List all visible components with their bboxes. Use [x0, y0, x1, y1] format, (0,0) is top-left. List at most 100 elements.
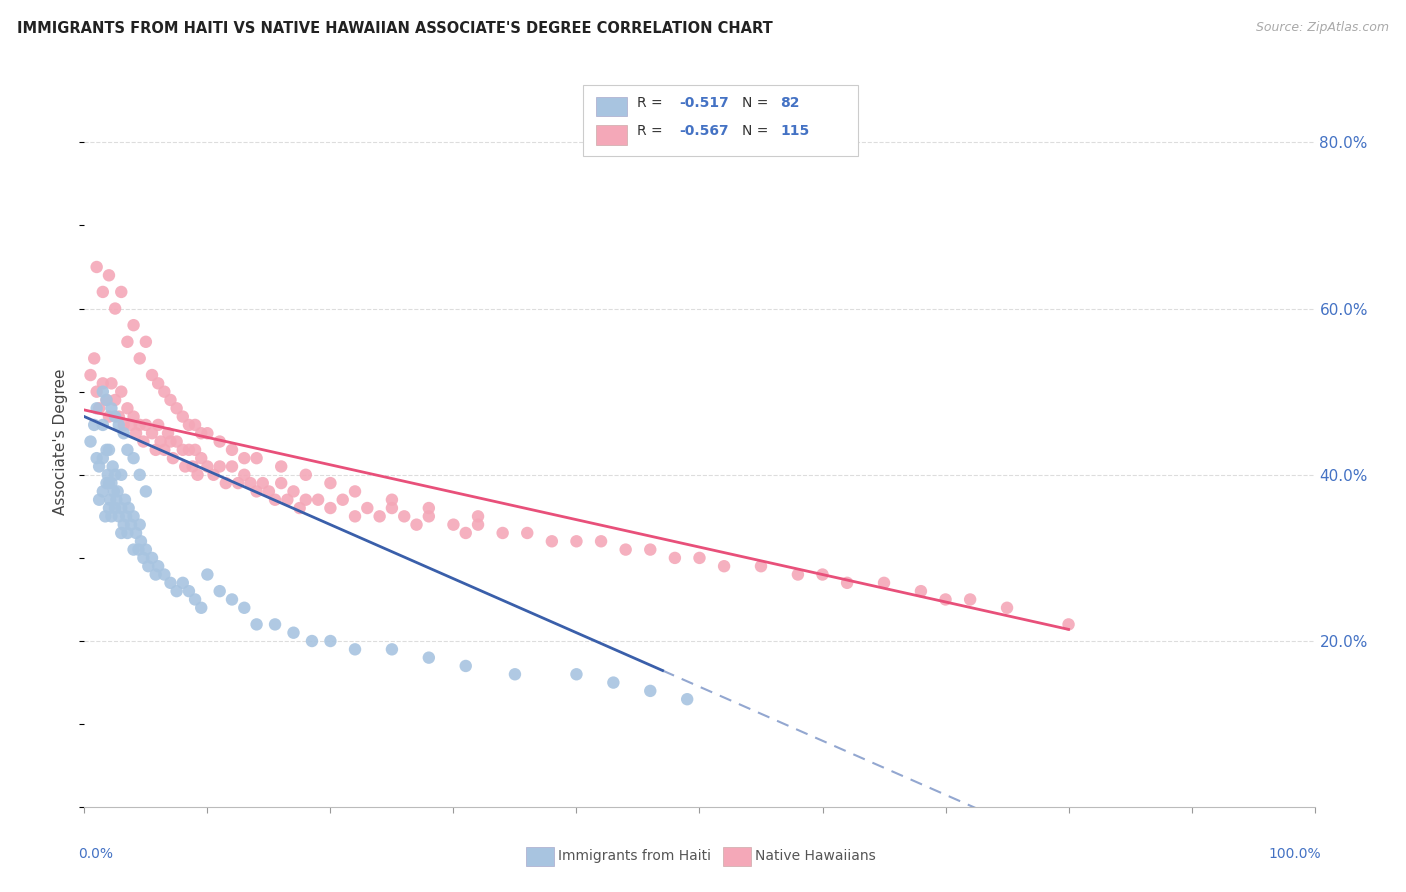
Point: [319, 476, 342, 491]
Point: [138, 559, 160, 574]
Point: [226, 476, 249, 491]
Point: [935, 592, 957, 607]
Point: [91, 384, 114, 399]
Point: [177, 442, 200, 457]
Point: [100, 476, 122, 491]
Point: [246, 484, 269, 499]
Point: [252, 476, 274, 491]
Y-axis label: Associate's Degree: Associate's Degree: [53, 368, 69, 515]
Point: [104, 301, 127, 316]
Text: 82: 82: [780, 95, 800, 110]
Point: [172, 442, 194, 457]
Point: [344, 509, 367, 524]
Point: [98, 492, 121, 507]
Point: [270, 476, 292, 491]
Point: [98, 409, 120, 424]
Point: [233, 600, 256, 615]
Point: [98, 442, 120, 457]
Text: IMMIGRANTS FROM HAITI VS NATIVE HAWAIIAN ASSOCIATE'S DEGREE CORRELATION CHART: IMMIGRANTS FROM HAITI VS NATIVE HAWAIIAN…: [17, 21, 773, 37]
Point: [288, 501, 311, 516]
Point: [221, 442, 243, 457]
Point: [108, 509, 131, 524]
Point: [910, 584, 932, 599]
Point: [172, 575, 194, 590]
Point: [405, 517, 427, 532]
Point: [104, 392, 127, 407]
Point: [110, 467, 132, 482]
Point: [135, 484, 157, 499]
Point: [811, 567, 834, 582]
Text: -0.567: -0.567: [679, 124, 728, 138]
Point: [368, 509, 391, 524]
Point: [381, 492, 404, 507]
Point: [100, 376, 122, 391]
Point: [110, 384, 132, 399]
Point: [344, 642, 367, 657]
Point: [418, 509, 440, 524]
Point: [454, 525, 477, 540]
Point: [107, 484, 129, 499]
Point: [87, 401, 111, 416]
Point: [181, 459, 204, 474]
Point: [83, 417, 105, 432]
Point: [202, 467, 225, 482]
Point: [98, 476, 120, 491]
Point: [190, 451, 212, 466]
Point: [159, 434, 181, 449]
Point: [145, 567, 167, 582]
Point: [120, 417, 142, 432]
Point: [153, 567, 176, 582]
Point: [381, 642, 404, 657]
Point: [112, 426, 135, 441]
Point: [129, 534, 152, 549]
Point: [132, 434, 155, 449]
Point: [128, 351, 150, 366]
Point: [190, 600, 212, 615]
Point: [145, 442, 167, 457]
Point: [135, 334, 157, 349]
Text: Native Hawaiians: Native Hawaiians: [755, 849, 876, 863]
Point: [148, 559, 170, 574]
Point: [602, 675, 624, 690]
Point: [186, 467, 209, 482]
Point: [120, 517, 142, 532]
Point: [516, 525, 538, 540]
Point: [319, 501, 342, 516]
Point: [128, 542, 150, 557]
Point: [100, 401, 122, 416]
Point: [246, 617, 269, 632]
Point: [86, 384, 108, 399]
Point: [221, 459, 243, 474]
Text: R =: R =: [637, 124, 662, 138]
Point: [153, 442, 176, 457]
Point: [101, 459, 124, 474]
Point: [283, 484, 305, 499]
Point: [148, 376, 170, 391]
Point: [591, 534, 613, 549]
Point: [135, 542, 157, 557]
Point: [122, 409, 145, 424]
Point: [208, 584, 231, 599]
Point: [91, 451, 114, 466]
Point: [79, 368, 101, 382]
Text: 115: 115: [780, 124, 810, 138]
Point: [125, 426, 148, 441]
Point: [276, 492, 298, 507]
Point: [128, 417, 150, 432]
Point: [640, 684, 662, 698]
Point: [141, 426, 163, 441]
Point: [270, 459, 292, 474]
Point: [122, 451, 145, 466]
Point: [96, 476, 118, 491]
Point: [122, 509, 145, 524]
Point: [79, 434, 101, 449]
Point: [148, 417, 170, 432]
Point: [418, 501, 440, 516]
Point: [83, 351, 105, 366]
Point: [115, 509, 138, 524]
Point: [640, 542, 662, 557]
Point: [503, 667, 526, 681]
Point: [541, 534, 564, 549]
Point: [166, 434, 188, 449]
Point: [157, 426, 180, 441]
